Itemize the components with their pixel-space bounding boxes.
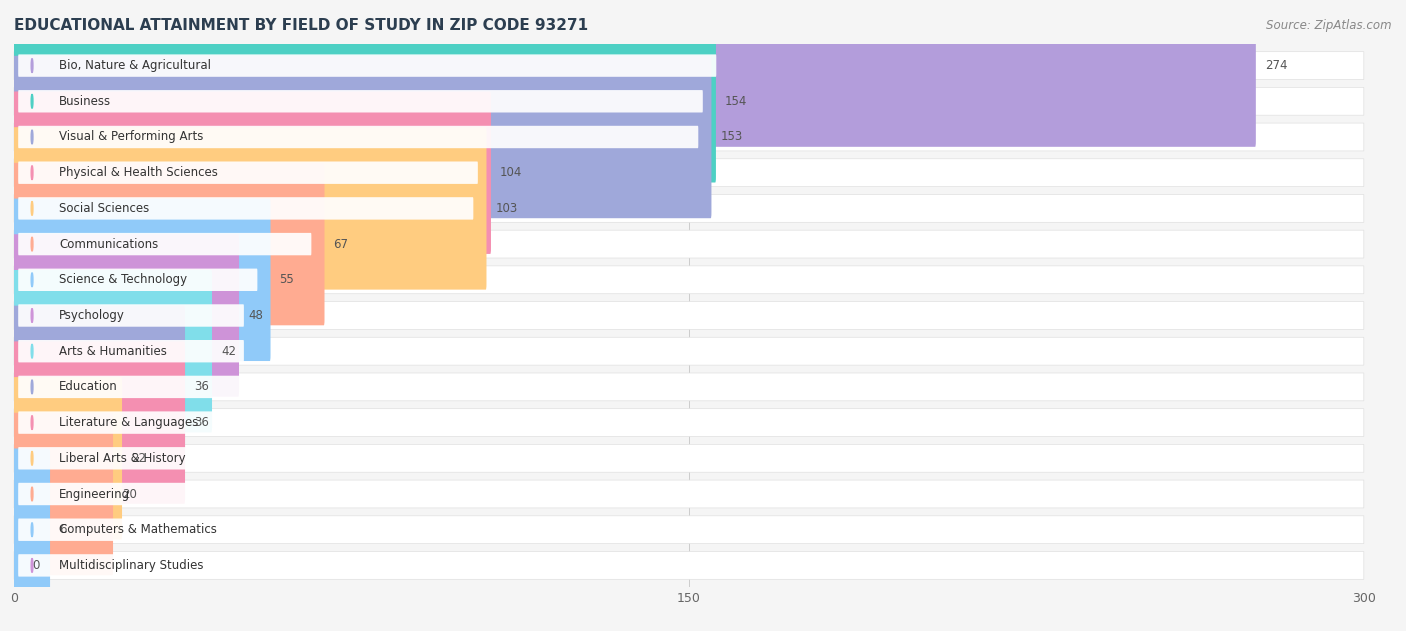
FancyBboxPatch shape bbox=[18, 340, 243, 362]
FancyBboxPatch shape bbox=[18, 162, 478, 184]
FancyBboxPatch shape bbox=[14, 194, 1364, 222]
FancyBboxPatch shape bbox=[18, 483, 243, 505]
Text: 104: 104 bbox=[501, 166, 523, 179]
FancyBboxPatch shape bbox=[14, 444, 1364, 472]
Circle shape bbox=[31, 380, 32, 394]
FancyBboxPatch shape bbox=[14, 409, 1364, 437]
Circle shape bbox=[31, 130, 32, 144]
Circle shape bbox=[31, 487, 32, 501]
Text: Communications: Communications bbox=[59, 238, 159, 251]
Text: Science & Technology: Science & Technology bbox=[59, 273, 187, 286]
FancyBboxPatch shape bbox=[18, 447, 243, 469]
FancyBboxPatch shape bbox=[18, 90, 703, 112]
Text: Physical & Health Sciences: Physical & Health Sciences bbox=[59, 166, 218, 179]
FancyBboxPatch shape bbox=[14, 551, 1364, 579]
FancyBboxPatch shape bbox=[14, 266, 1364, 293]
FancyBboxPatch shape bbox=[6, 234, 239, 397]
Text: 48: 48 bbox=[247, 309, 263, 322]
Text: Arts & Humanities: Arts & Humanities bbox=[59, 345, 167, 358]
FancyBboxPatch shape bbox=[18, 411, 243, 433]
FancyBboxPatch shape bbox=[6, 270, 212, 432]
FancyBboxPatch shape bbox=[18, 126, 699, 148]
Text: Source: ZipAtlas.com: Source: ZipAtlas.com bbox=[1267, 19, 1392, 32]
FancyBboxPatch shape bbox=[18, 519, 243, 541]
Circle shape bbox=[31, 558, 32, 572]
Text: Education: Education bbox=[59, 380, 118, 393]
FancyBboxPatch shape bbox=[6, 305, 186, 468]
Text: 42: 42 bbox=[221, 345, 236, 358]
Text: Computers & Mathematics: Computers & Mathematics bbox=[59, 523, 217, 536]
Text: Visual & Performing Arts: Visual & Performing Arts bbox=[59, 131, 204, 143]
Text: 36: 36 bbox=[194, 416, 209, 429]
Text: 274: 274 bbox=[1265, 59, 1288, 72]
FancyBboxPatch shape bbox=[14, 52, 1364, 80]
Text: 0: 0 bbox=[32, 559, 39, 572]
FancyBboxPatch shape bbox=[6, 199, 270, 361]
FancyBboxPatch shape bbox=[6, 127, 486, 290]
FancyBboxPatch shape bbox=[18, 54, 716, 77]
FancyBboxPatch shape bbox=[14, 480, 1364, 508]
Circle shape bbox=[31, 416, 32, 430]
Circle shape bbox=[31, 59, 32, 73]
FancyBboxPatch shape bbox=[6, 413, 112, 575]
FancyBboxPatch shape bbox=[6, 20, 716, 182]
FancyBboxPatch shape bbox=[18, 304, 243, 327]
Circle shape bbox=[31, 94, 32, 109]
Text: Social Sciences: Social Sciences bbox=[59, 202, 149, 215]
Text: 67: 67 bbox=[333, 238, 349, 251]
Text: 154: 154 bbox=[725, 95, 748, 108]
FancyBboxPatch shape bbox=[14, 302, 1364, 329]
Circle shape bbox=[31, 201, 32, 215]
FancyBboxPatch shape bbox=[14, 159, 1364, 187]
Text: Multidisciplinary Studies: Multidisciplinary Studies bbox=[59, 559, 204, 572]
Text: EDUCATIONAL ATTAINMENT BY FIELD OF STUDY IN ZIP CODE 93271: EDUCATIONAL ATTAINMENT BY FIELD OF STUDY… bbox=[14, 18, 588, 33]
FancyBboxPatch shape bbox=[6, 163, 325, 326]
Text: 36: 36 bbox=[194, 380, 209, 393]
FancyBboxPatch shape bbox=[18, 375, 243, 398]
FancyBboxPatch shape bbox=[14, 516, 1364, 544]
Text: Psychology: Psychology bbox=[59, 309, 125, 322]
FancyBboxPatch shape bbox=[6, 449, 51, 611]
Text: 153: 153 bbox=[720, 131, 742, 143]
FancyBboxPatch shape bbox=[6, 0, 1256, 147]
FancyBboxPatch shape bbox=[14, 87, 1364, 115]
FancyBboxPatch shape bbox=[18, 198, 474, 220]
FancyBboxPatch shape bbox=[14, 230, 1364, 258]
FancyBboxPatch shape bbox=[6, 91, 491, 254]
Text: Bio, Nature & Agricultural: Bio, Nature & Agricultural bbox=[59, 59, 211, 72]
FancyBboxPatch shape bbox=[18, 554, 243, 577]
Circle shape bbox=[31, 522, 32, 537]
Circle shape bbox=[31, 344, 32, 358]
FancyBboxPatch shape bbox=[18, 269, 257, 291]
Circle shape bbox=[31, 237, 32, 251]
Text: 6: 6 bbox=[59, 523, 66, 536]
FancyBboxPatch shape bbox=[14, 338, 1364, 365]
FancyBboxPatch shape bbox=[6, 56, 711, 218]
Circle shape bbox=[31, 166, 32, 180]
FancyBboxPatch shape bbox=[6, 341, 186, 504]
Text: 55: 55 bbox=[280, 273, 294, 286]
FancyBboxPatch shape bbox=[6, 377, 122, 540]
Text: Engineering: Engineering bbox=[59, 488, 131, 500]
Circle shape bbox=[31, 309, 32, 322]
Text: Literature & Languages: Literature & Languages bbox=[59, 416, 198, 429]
Text: 20: 20 bbox=[122, 488, 136, 500]
FancyBboxPatch shape bbox=[14, 123, 1364, 151]
Text: Business: Business bbox=[59, 95, 111, 108]
Circle shape bbox=[31, 451, 32, 465]
Text: 103: 103 bbox=[495, 202, 517, 215]
Text: Liberal Arts & History: Liberal Arts & History bbox=[59, 452, 186, 465]
Text: 22: 22 bbox=[131, 452, 146, 465]
FancyBboxPatch shape bbox=[14, 373, 1364, 401]
Circle shape bbox=[31, 273, 32, 287]
FancyBboxPatch shape bbox=[18, 233, 311, 256]
